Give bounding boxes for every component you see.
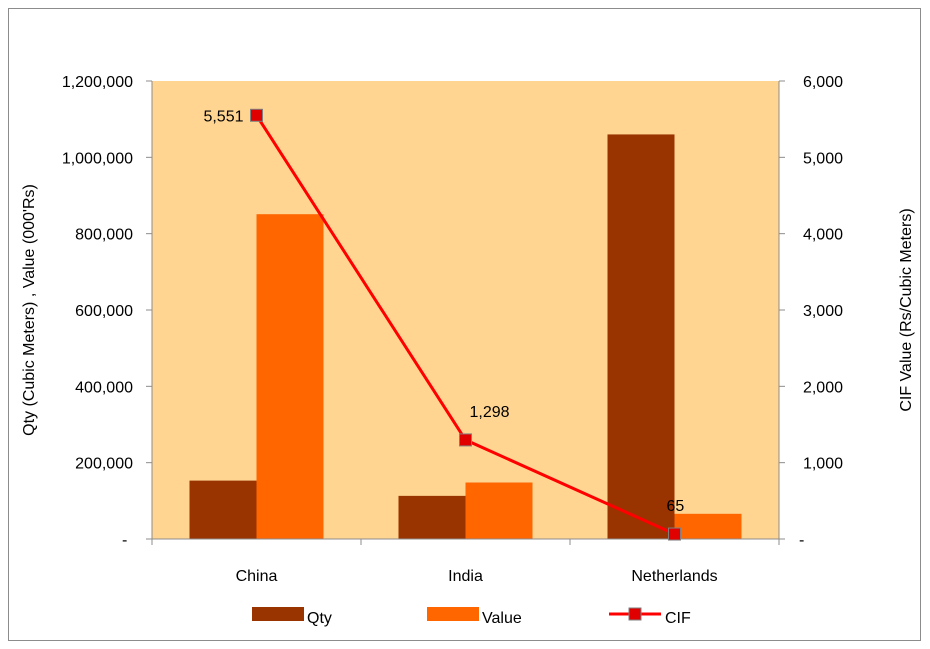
- bar-value-netherlands: [674, 513, 742, 539]
- legend-label-value: Value: [482, 610, 522, 627]
- bar-value-china: [256, 214, 324, 539]
- legend-label-qty: Qty: [307, 610, 332, 627]
- y-right-tick-label: 3,000: [803, 303, 843, 320]
- cif-marker-china: [250, 108, 263, 122]
- chart-frame: - 200,000 400,000 600,000 800,000 1,000,000 1,…: [8, 8, 921, 641]
- cif-marker-netherlands: [668, 527, 681, 541]
- legend-swatch-value: [427, 607, 479, 621]
- y-left-tick-label: 600,000: [75, 303, 133, 320]
- cif-data-label: 1,298: [470, 404, 510, 421]
- y-right-tick-label: 1,000: [803, 456, 843, 473]
- y-axis-left-title: Qty (Cubic Meters) , Value (000'Rs): [21, 184, 38, 436]
- y-right-tick-label: 2,000: [803, 379, 843, 396]
- y-right-tick-label: 6,000: [803, 74, 843, 91]
- bar-value-india: [465, 482, 533, 539]
- bar-qty-netherlands: [607, 134, 675, 539]
- y-right-tick-label: -: [799, 532, 804, 549]
- legend: Qty Value CIF: [252, 607, 691, 627]
- y-left-tick-label: 800,000: [75, 227, 133, 244]
- cif-data-label: 5,551: [203, 108, 243, 125]
- legend-swatch-qty: [252, 607, 304, 621]
- y-left-tick-label: 400,000: [75, 379, 133, 396]
- bar-qty-china: [189, 480, 257, 539]
- y-left-tick-label: 1,000,000: [62, 150, 133, 167]
- bar-qty-india: [398, 495, 466, 539]
- cif-marker-india: [459, 433, 472, 447]
- legend-swatch-marker-cif: [628, 607, 642, 621]
- chart-svg: - 200,000 400,000 600,000 800,000 1,000,000 1,…: [21, 74, 915, 627]
- x-tick-label: Netherlands: [631, 568, 717, 585]
- y-right-tick-label: 4,000: [803, 227, 843, 244]
- y-left-tick-label: 1,200,000: [62, 74, 133, 91]
- x-tick-label: India: [448, 568, 483, 585]
- y-axis-right-title: CIF Value (Rs/Cubic Meters): [898, 208, 915, 411]
- y-left-tick-label: 200,000: [75, 456, 133, 473]
- y-left-tick-label: -: [122, 532, 127, 549]
- plot-area: [152, 81, 779, 539]
- cif-data-label: 65: [667, 498, 685, 515]
- legend-label-cif: CIF: [665, 610, 691, 627]
- y-right-tick-label: 5,000: [803, 150, 843, 167]
- x-tick-label: China: [236, 568, 278, 585]
